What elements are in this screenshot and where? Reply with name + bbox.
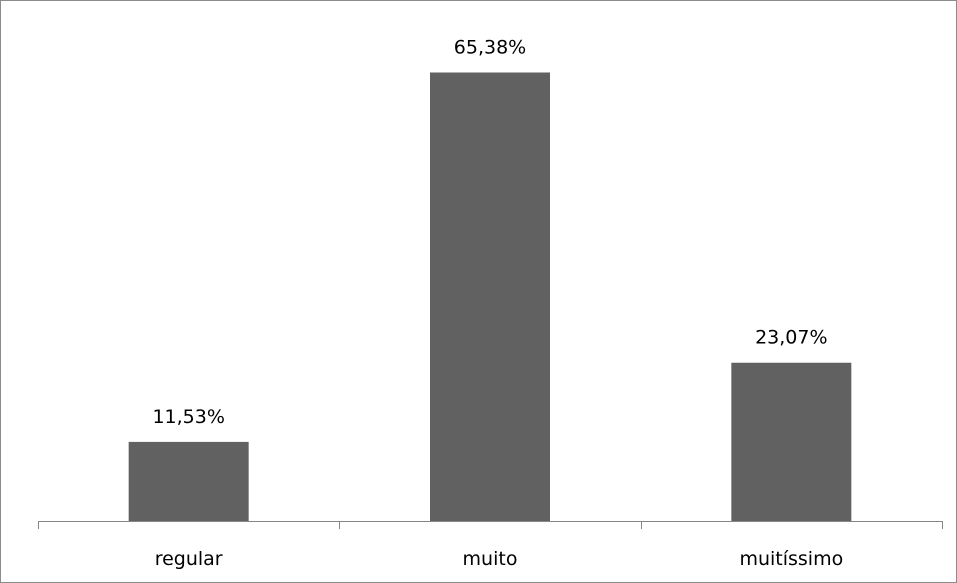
bar-muitíssimo [731,362,852,521]
data-label-muitíssimo: 23,07% [755,327,827,349]
bars-group [128,72,852,522]
category-label-muitíssimo: muitíssimo [739,548,843,570]
bar-regular [128,441,249,521]
category-label-muito: muito [463,548,518,570]
data-label-muito: 65,38% [454,36,526,58]
data-label-regular: 11,53% [152,406,224,428]
category-label-regular: regular [155,548,223,570]
bar-muito [430,72,550,522]
data-labels-group: 11,53% 65,38% 23,07% [152,36,827,427]
x-axis-ticks [38,521,943,529]
category-labels-group: regular muito muitíssimo [155,548,844,570]
